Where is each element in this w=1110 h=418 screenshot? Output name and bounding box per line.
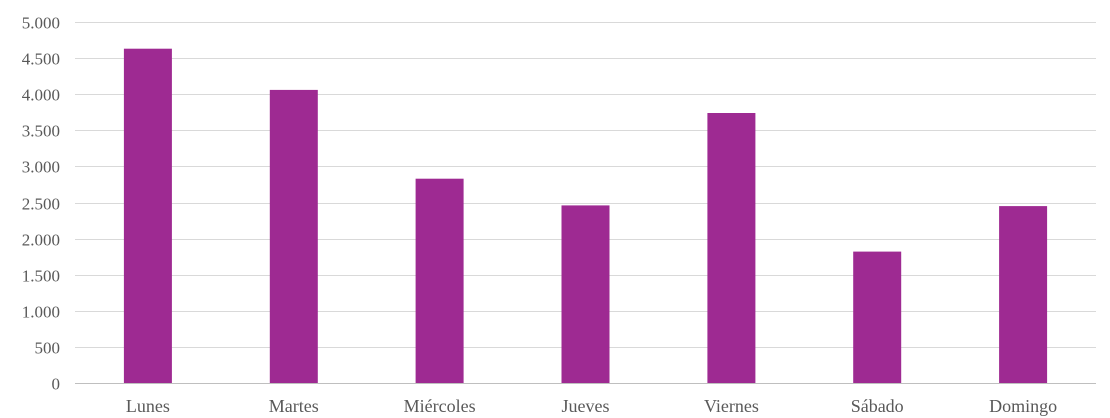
y-axis-tick-labels: 0 500 1.000 1.500 2.000 2.500 3.000 3.500 4.000 4…	[22, 14, 60, 394]
y-tick-label: 4.500	[22, 50, 60, 69]
x-category-label: Domingo	[989, 396, 1057, 416]
y-tick-label: 0	[52, 375, 61, 394]
y-tick-label: 4.000	[22, 86, 60, 105]
y-tick-label: 1.000	[22, 303, 60, 322]
x-axis-category-labels: Lunes Martes Miércoles Jueves Viernes Sábado D…	[126, 396, 1057, 416]
x-category-label: Martes	[269, 396, 319, 416]
y-tick-label: 3.500	[22, 122, 60, 141]
bar-domingo	[999, 206, 1048, 383]
x-category-label: Lunes	[126, 396, 170, 416]
y-tick-label: 2.000	[22, 231, 60, 250]
bar-lunes	[123, 48, 172, 383]
bar-miercoles	[415, 178, 464, 383]
x-category-label: Jueves	[562, 396, 610, 416]
y-tick-label: 2.500	[22, 195, 60, 214]
bar-jueves	[561, 205, 610, 383]
bar-layer	[123, 48, 1048, 384]
bar-martes	[269, 89, 318, 384]
y-tick-label: 5.000	[22, 14, 60, 33]
x-category-label: Sábado	[851, 396, 904, 416]
bar-sabado	[853, 251, 902, 383]
x-category-label: Miércoles	[404, 396, 476, 416]
y-tick-label: 3.000	[22, 158, 60, 177]
y-tick-label: 1.500	[22, 267, 60, 286]
bar-viernes	[707, 113, 756, 383]
x-category-label: Viernes	[704, 396, 759, 416]
y-tick-label: 500	[35, 339, 61, 358]
